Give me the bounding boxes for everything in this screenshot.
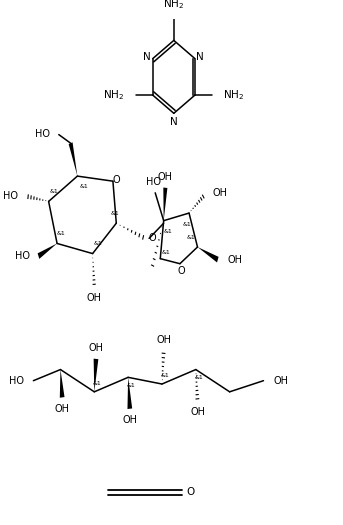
Text: &1: &1 [186, 235, 195, 240]
Text: HO: HO [9, 376, 24, 386]
Polygon shape [60, 370, 64, 398]
Text: O: O [113, 175, 120, 185]
Text: &1: &1 [194, 375, 203, 380]
Polygon shape [163, 187, 167, 220]
Text: &1: &1 [110, 211, 119, 216]
Text: HO: HO [146, 177, 161, 187]
Text: &1: &1 [93, 381, 102, 386]
Text: OH: OH [228, 255, 243, 265]
Text: O: O [187, 487, 195, 497]
Text: OH: OH [156, 335, 171, 345]
Text: &1: &1 [162, 250, 171, 255]
Text: OH: OH [274, 376, 289, 386]
Text: OH: OH [158, 172, 173, 182]
Text: NH$_2$: NH$_2$ [104, 88, 125, 102]
Text: N: N [197, 51, 204, 61]
Text: NH$_2$: NH$_2$ [223, 88, 244, 102]
Text: &1: &1 [183, 222, 192, 227]
Text: OH: OH [190, 407, 205, 417]
Text: N: N [170, 118, 178, 128]
Polygon shape [69, 142, 78, 176]
Text: OH: OH [55, 404, 70, 414]
Text: &1: &1 [127, 383, 135, 388]
Text: OH: OH [213, 188, 228, 198]
Polygon shape [94, 359, 98, 392]
Polygon shape [198, 247, 218, 262]
Text: &1: &1 [163, 229, 172, 234]
Text: HO: HO [35, 129, 50, 139]
Text: &1: &1 [93, 241, 102, 246]
Text: NH$_2$: NH$_2$ [163, 0, 185, 11]
Text: &1: &1 [80, 184, 88, 188]
Text: O: O [149, 233, 156, 243]
Polygon shape [128, 377, 132, 409]
Polygon shape [38, 244, 57, 259]
Text: HO: HO [3, 191, 18, 202]
Text: O: O [178, 266, 186, 276]
Text: OH: OH [88, 343, 104, 353]
Text: HO: HO [15, 251, 30, 261]
Text: &1: &1 [49, 189, 58, 194]
Text: N: N [143, 51, 151, 61]
Text: OH: OH [87, 292, 102, 302]
Text: OH: OH [122, 415, 137, 425]
Text: &1: &1 [57, 231, 66, 236]
Text: &1: &1 [160, 373, 169, 379]
